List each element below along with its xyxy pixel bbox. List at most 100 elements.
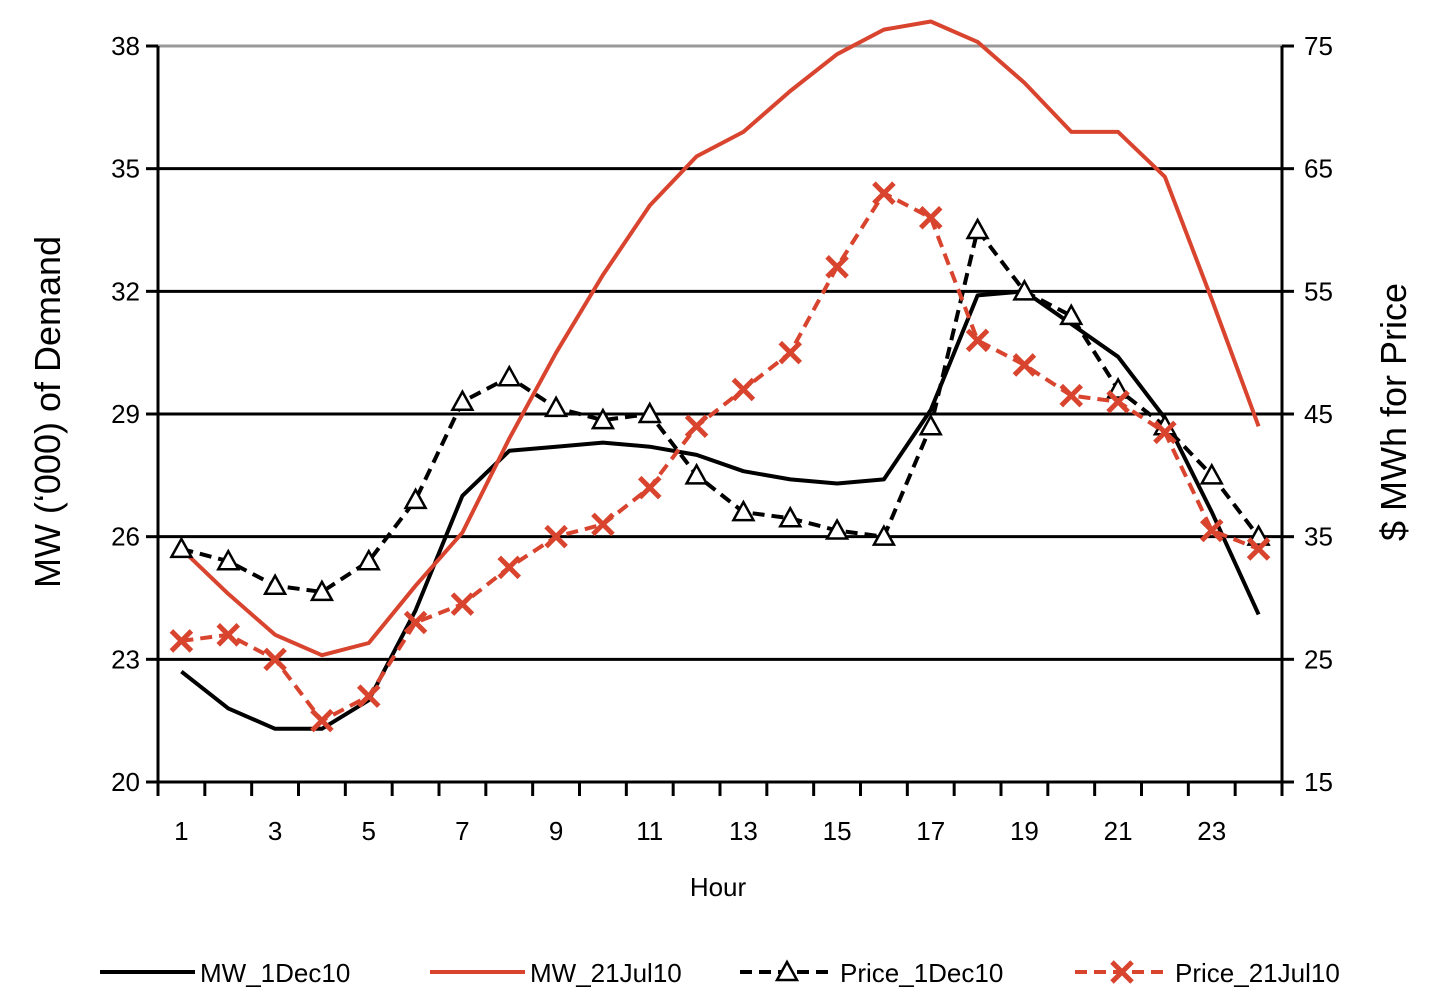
legend: MW_1Dec10 MW_21Jul10 Price_1Dec10 Price_21J… xyxy=(100,958,1340,988)
data-point-triangle xyxy=(169,536,194,559)
data-point-x xyxy=(1110,960,1134,984)
data-point-x xyxy=(684,414,709,439)
x-stroke xyxy=(591,512,615,537)
data-point-triangle xyxy=(824,517,850,540)
data-point-triangle xyxy=(543,395,569,418)
legend-item-MW_1Dec10: MW_1Dec10 xyxy=(100,958,350,988)
data-point-triangle xyxy=(871,524,897,546)
right-tick-label: 35 xyxy=(1304,522,1333,552)
x-stroke xyxy=(403,610,428,635)
data-point-triangle xyxy=(590,407,616,430)
legend-label: MW_1Dec10 xyxy=(200,958,350,988)
series-group xyxy=(169,19,1271,733)
x-stroke xyxy=(825,255,849,279)
data-point-triangle xyxy=(637,401,662,424)
data-point-x xyxy=(356,684,381,708)
data-point-x xyxy=(263,647,287,672)
left-tick-label: 32 xyxy=(111,276,140,306)
legend-item-MW_21Jul10: MW_21Jul10 xyxy=(430,958,682,988)
x-tick-label: 21 xyxy=(1104,816,1133,846)
x-stroke xyxy=(450,592,475,616)
legend-label: MW_21Jul10 xyxy=(530,958,682,988)
x-stroke xyxy=(169,629,194,653)
right-tick-label: 65 xyxy=(1304,154,1333,184)
data-point-x xyxy=(310,708,334,733)
data-point-triangle xyxy=(216,548,241,571)
data-point-x xyxy=(637,475,662,500)
data-point-triangle xyxy=(1059,303,1084,326)
data-point-triangle xyxy=(1246,524,1271,546)
x-tick-label: 17 xyxy=(916,816,945,846)
x-tick-label: 5 xyxy=(362,816,376,846)
x-stroke xyxy=(965,328,990,353)
right-tick-label: 15 xyxy=(1304,767,1333,797)
left-tick-label: 38 xyxy=(111,31,140,61)
data-point-x xyxy=(497,555,522,580)
x-stroke xyxy=(637,475,662,500)
data-point-x xyxy=(1012,353,1037,377)
data-point-x xyxy=(1246,537,1271,561)
x-stroke xyxy=(1153,420,1177,445)
x-stroke xyxy=(778,340,803,365)
legend-item-Price_21Jul10: Price_21Jul10 xyxy=(1075,958,1340,988)
data-point-x xyxy=(544,524,568,549)
legend-label: Price_1Dec10 xyxy=(840,958,1003,988)
left-tick-label: 26 xyxy=(111,522,140,552)
data-point-triangle xyxy=(1105,376,1131,399)
data-point-triangle xyxy=(965,217,990,240)
x-axis-ticks: 1 3 5 7 9 11 13 15 17 19 21 23 xyxy=(156,782,1284,846)
x-stroke xyxy=(310,708,334,733)
x-axis-title: Hour xyxy=(690,872,747,902)
x-stroke xyxy=(1246,537,1271,561)
data-point-x xyxy=(731,377,756,402)
x-stroke xyxy=(1199,518,1224,543)
data-point-triangle xyxy=(450,389,475,411)
x-tick-label: 11 xyxy=(636,816,663,846)
data-point-triangle xyxy=(309,579,335,602)
legend-item-Price_1Dec10: Price_1Dec10 xyxy=(740,958,1003,988)
data-point-x xyxy=(918,205,943,230)
data-point-x xyxy=(1059,383,1084,408)
data-point-x xyxy=(1106,389,1130,414)
left-tick-label: 29 xyxy=(111,399,140,429)
data-point-triangle xyxy=(774,959,800,982)
data-point-triangle xyxy=(497,364,522,387)
left-axis-title: MW (‘000) of Demand xyxy=(27,236,68,588)
x-tick-label: 9 xyxy=(549,816,563,846)
data-point-x xyxy=(872,181,896,205)
left-axis-ticks: 20 23 26 29 32 35 38 xyxy=(111,31,158,797)
x-stroke xyxy=(263,647,287,672)
x-stroke xyxy=(1012,353,1037,377)
series-line-MW_21Jul10 xyxy=(180,19,1261,658)
right-tick-label: 55 xyxy=(1304,276,1333,306)
data-point-triangle xyxy=(778,505,803,528)
data-point-triangle xyxy=(918,413,943,436)
data-point-x xyxy=(778,340,803,365)
data-point-x xyxy=(1199,518,1224,543)
data-point-x xyxy=(450,592,475,616)
data-point-x xyxy=(591,512,615,537)
legend-label: Price_21Jul10 xyxy=(1175,958,1340,988)
x-tick-label: 1 xyxy=(174,816,188,846)
gridlines xyxy=(158,44,1282,784)
x-tick-label: 23 xyxy=(1197,816,1226,846)
left-tick-label: 20 xyxy=(111,767,140,797)
x-stroke xyxy=(1110,960,1134,984)
x-stroke xyxy=(872,181,896,205)
right-axis-ticks: 15 25 35 45 55 65 75 xyxy=(1282,31,1333,797)
data-point-triangle xyxy=(1012,278,1037,301)
right-tick-label: 75 xyxy=(1304,31,1333,61)
x-tick-label: 13 xyxy=(729,816,758,846)
x-stroke xyxy=(1059,383,1084,408)
x-stroke xyxy=(216,623,241,647)
data-point-x xyxy=(403,610,428,635)
data-point-triangle xyxy=(356,548,381,571)
x-tick-label: 7 xyxy=(455,816,469,846)
data-point-x xyxy=(825,255,849,279)
right-axis-title: $ MWh for Price xyxy=(1373,283,1414,541)
data-point-x xyxy=(216,623,241,647)
right-tick-label: 45 xyxy=(1304,399,1333,429)
data-point-x xyxy=(965,328,990,353)
series-line-Price_21Jul10 xyxy=(181,191,1260,723)
